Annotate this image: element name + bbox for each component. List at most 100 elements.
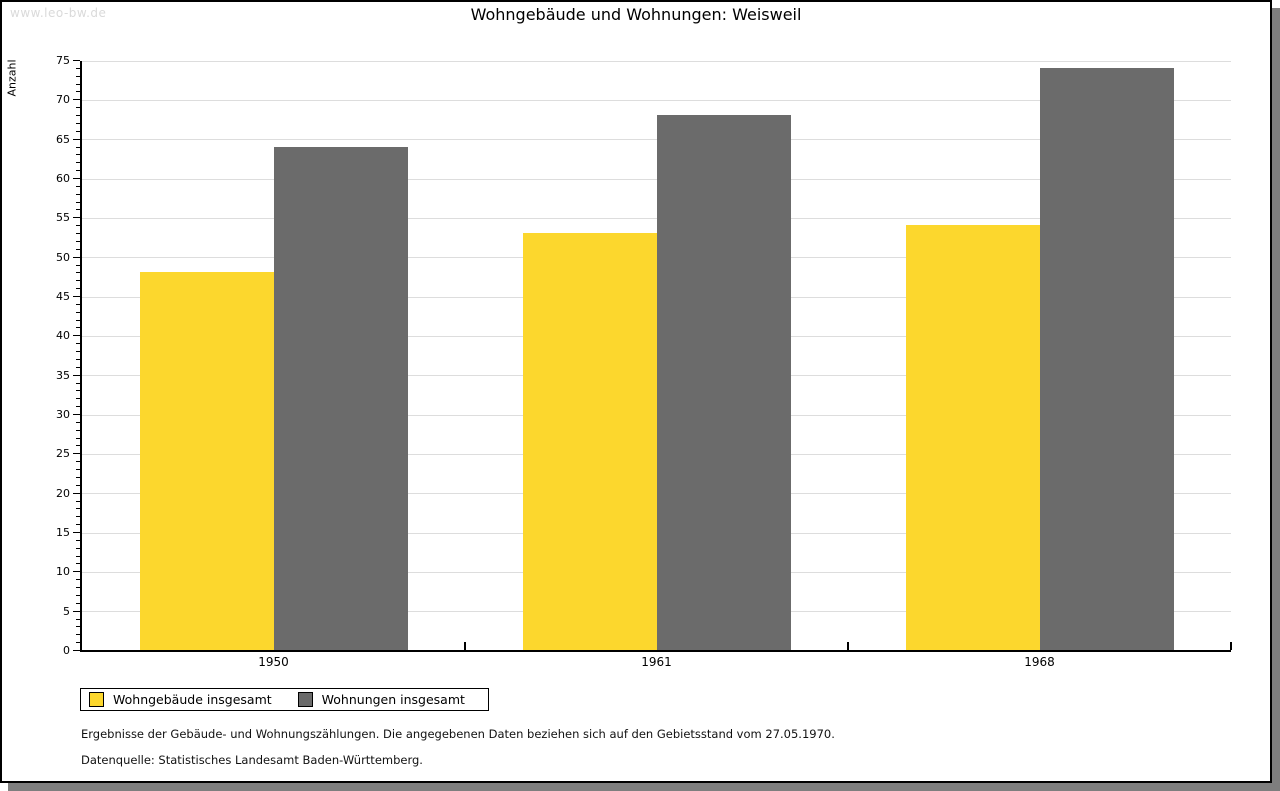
y-minor-tick	[76, 272, 80, 274]
y-minor-tick	[76, 602, 80, 604]
y-minor-tick	[76, 91, 80, 93]
y-major-tick	[73, 532, 80, 533]
y-minor-tick	[76, 351, 80, 353]
y-minor-tick	[76, 382, 80, 384]
x-tick-label: 1968	[1024, 655, 1055, 669]
y-minor-tick	[76, 209, 80, 211]
y-major-tick	[73, 99, 80, 101]
y-major-tick	[73, 296, 80, 297]
y-tick-label: 50	[56, 250, 70, 264]
y-minor-tick	[76, 484, 80, 486]
y-minor-tick	[76, 429, 80, 431]
y-minor-tick	[76, 500, 80, 502]
legend-label: Wohnungen insgesamt	[321, 692, 465, 707]
y-minor-tick	[76, 469, 80, 471]
y-major-tick	[73, 571, 80, 573]
y-minor-tick	[76, 626, 80, 628]
y-minor-tick	[76, 233, 80, 235]
y-minor-tick	[76, 594, 80, 596]
chart-title: Wohngebäude und Wohnungen: Weisweil	[470, 5, 802, 24]
watermark-text: www.leo-bw.de	[10, 6, 107, 20]
y-major-tick	[73, 610, 80, 612]
y-minor-tick	[76, 185, 80, 187]
y-minor-tick	[76, 547, 80, 549]
y-minor-tick	[76, 555, 80, 557]
y-minor-tick	[76, 398, 80, 400]
legend-label: Wohngebäude insgesamt	[113, 692, 272, 707]
y-tick-label: 10	[56, 565, 70, 579]
y-tick-label: 20	[56, 486, 70, 500]
bar	[1039, 67, 1174, 650]
y-minor-tick	[76, 445, 80, 447]
y-minor-tick	[76, 579, 80, 581]
y-minor-tick	[76, 170, 80, 172]
y-minor-tick	[76, 115, 80, 117]
y-minor-tick	[76, 288, 80, 290]
y-tick-label: 65	[56, 132, 70, 146]
y-tick-label: 40	[56, 329, 70, 343]
x-axis-line	[80, 650, 1231, 652]
y-minor-tick	[76, 225, 80, 227]
x-tick-label: 1961	[641, 655, 672, 669]
y-major-tick	[73, 335, 80, 337]
footnote-gebietsstand: Ergebnisse der Gebäude- und Wohnungszähl…	[81, 727, 835, 741]
legend-box: Wohngebäude insgesamt Wohnungen insgesam…	[80, 688, 489, 711]
y-major-tick	[73, 60, 80, 61]
y-minor-tick	[76, 437, 80, 439]
y-tick-label: 60	[56, 172, 70, 185]
y-minor-tick	[76, 240, 80, 242]
y-major-tick	[73, 374, 80, 376]
y-tick-label: 35	[56, 368, 70, 382]
y-minor-tick	[76, 162, 80, 164]
page-shadow-right	[1272, 8, 1280, 791]
legend-item-wohngebaeude: Wohngebäude insgesamt	[89, 692, 272, 707]
y-minor-tick	[76, 642, 80, 644]
y-major-tick	[73, 217, 80, 219]
y-minor-tick	[76, 303, 80, 305]
y-minor-tick	[76, 539, 80, 541]
bar	[905, 225, 1040, 650]
y-gridline	[82, 60, 1231, 62]
y-minor-tick	[76, 107, 80, 109]
y-minor-tick	[76, 358, 80, 360]
y-major-tick	[73, 178, 80, 179]
y-minor-tick	[76, 421, 80, 423]
y-tick-label: 25	[56, 447, 70, 461]
legend-swatch-gray	[297, 692, 313, 707]
y-minor-tick	[76, 563, 80, 565]
x-boundary-tick	[846, 642, 849, 650]
y-minor-tick	[76, 524, 80, 526]
y-minor-tick	[76, 67, 80, 69]
y-minor-tick	[76, 83, 80, 85]
y-minor-tick	[76, 122, 80, 124]
y-tick-label: 0	[63, 644, 70, 657]
y-minor-tick	[76, 587, 80, 589]
x-tick-label: 1950	[258, 655, 289, 669]
y-major-tick	[73, 453, 80, 455]
x-boundary-tick	[463, 642, 466, 650]
bar	[656, 115, 791, 650]
y-major-tick	[73, 414, 80, 415]
y-minor-tick	[76, 508, 80, 510]
y-minor-tick	[76, 280, 80, 282]
y-minor-tick	[76, 264, 80, 266]
y-minor-tick	[76, 476, 80, 478]
y-minor-tick	[76, 193, 80, 195]
legend-swatch-yellow	[89, 692, 104, 707]
y-minor-tick	[76, 201, 80, 203]
footnote-datenquelle: Datenquelle: Statistisches Landesamt Bad…	[81, 753, 423, 767]
y-major-tick	[73, 492, 80, 494]
y-minor-tick	[76, 311, 80, 313]
y-tick-label: 45	[56, 290, 70, 303]
y-minor-tick	[76, 75, 80, 77]
bar	[522, 233, 657, 650]
y-minor-tick	[76, 319, 80, 321]
y-minor-tick	[76, 130, 80, 132]
y-minor-tick	[76, 516, 80, 518]
y-major-tick	[73, 256, 80, 258]
y-major-tick	[73, 138, 80, 140]
y-tick-label: 15	[56, 526, 70, 539]
y-minor-tick	[76, 366, 80, 368]
